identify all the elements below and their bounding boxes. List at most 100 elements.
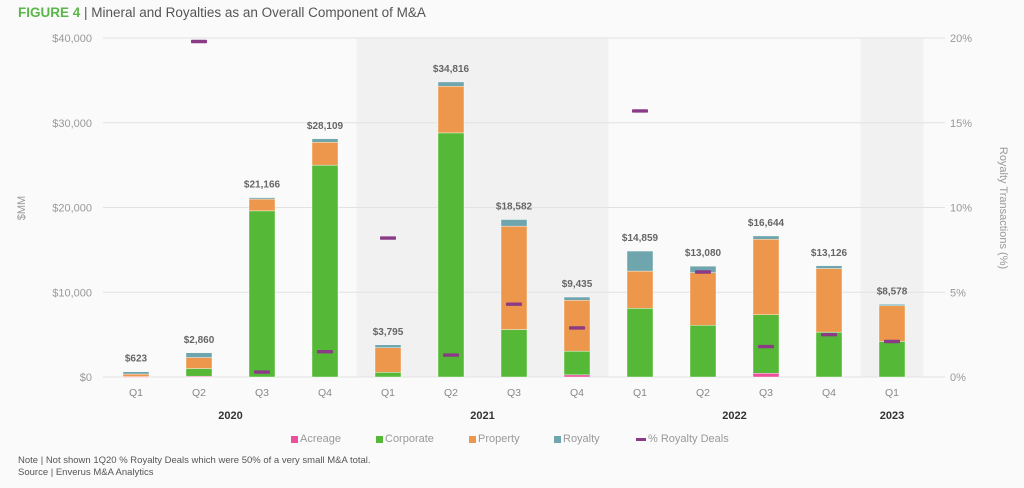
y-tick-label: $20,000 — [52, 203, 92, 215]
bar-segment-corporate — [248, 210, 276, 378]
bar-stack — [752, 235, 780, 378]
bar-stack — [374, 344, 402, 378]
y-tick-label: $10,000 — [52, 287, 92, 299]
bar-segment-acreage — [563, 374, 591, 378]
title-separator: | — [80, 5, 92, 20]
year-label: 2020 — [218, 410, 242, 422]
bar-segment-property — [752, 239, 780, 315]
y-tick-label: $30,000 — [52, 118, 92, 130]
bar-segment-royalty — [752, 235, 780, 240]
bar-segment-property — [500, 225, 528, 330]
total-labels: $623 $2,860 $21,166 $28,109 $3,795 $34,816 $18… — [125, 64, 908, 365]
total-label: $8,578 — [877, 286, 908, 297]
bar-segment-corporate — [311, 164, 339, 378]
x-tick-label: Q1 — [129, 387, 143, 399]
figure-label: FIGURE 4 — [18, 5, 81, 20]
title-text: Mineral and Royalties as an Overall Comp… — [91, 5, 426, 20]
bar-segment-property — [311, 142, 339, 166]
y2-tick-label: 10% — [950, 203, 972, 215]
total-label: $9,435 — [562, 279, 593, 290]
legend-item: Corporate — [376, 433, 434, 445]
royalty-pct-marker — [632, 109, 648, 113]
bars — [122, 81, 906, 378]
bar-segment-royalty — [878, 304, 906, 307]
royalty-pct-marker — [821, 333, 837, 337]
y2-tick-label: 5% — [950, 287, 966, 299]
bar-stack — [626, 250, 654, 378]
bar-segment-royalty — [626, 250, 654, 272]
x-tick-label: Q1 — [885, 387, 899, 399]
bar-segment-corporate — [185, 368, 213, 377]
x-tick-label: Q2 — [192, 387, 206, 399]
bar-stack — [689, 265, 717, 378]
bar-segment-royalty — [185, 352, 213, 358]
total-label: $28,109 — [307, 121, 344, 132]
bar-stack — [248, 197, 276, 378]
bar-segment-property — [626, 270, 654, 309]
legend-item: Property — [469, 433, 520, 445]
bar-segment-property — [185, 357, 213, 369]
total-label: $13,080 — [685, 248, 722, 259]
y2-tick-label: 20% — [950, 33, 972, 45]
total-label: $3,795 — [373, 327, 404, 338]
year-label: 2021 — [470, 410, 494, 422]
bar-segment-property — [689, 272, 717, 326]
chart-title: FIGURE 4 | Mineral and Royalties as an O… — [18, 5, 426, 20]
bar-segment-corporate — [500, 329, 528, 378]
y2-axis-title: Royalty Transactions (%) — [997, 147, 1009, 269]
y-axis-left: $0 $10,000 $20,000 $30,000 $40,000 — [52, 33, 92, 384]
legend-label: Property — [478, 433, 520, 445]
legend-swatch — [636, 437, 646, 441]
bar-stack — [500, 219, 528, 378]
total-label: $18,582 — [496, 202, 533, 213]
year-label: 2022 — [722, 410, 746, 422]
bar-segment-corporate — [374, 372, 402, 378]
bar-segment-corporate — [689, 325, 717, 378]
bar-segment-royalty — [563, 296, 591, 301]
footnote: Note | Not shown 1Q20 % Royalty Deals wh… — [18, 455, 371, 479]
bar-segment-corporate — [878, 341, 906, 378]
x-tick-label: Q3 — [507, 387, 521, 399]
total-label: $2,860 — [184, 335, 215, 346]
bar-stack — [563, 296, 591, 378]
legend-item: Acreage — [291, 433, 341, 445]
bar-segment-corporate — [815, 331, 843, 378]
royalty-pct-marker — [569, 326, 585, 330]
bar-segment-property — [878, 305, 906, 342]
total-label: $13,126 — [811, 248, 848, 259]
y-axis-title: $MM — [16, 196, 28, 220]
x-tick-label: Q2 — [696, 387, 710, 399]
x-tick-label: Q2 — [444, 387, 458, 399]
x-tick-label: Q3 — [255, 387, 269, 399]
year-label: 2023 — [880, 410, 904, 422]
bar-stack — [122, 371, 150, 378]
y-axis-right: 0% 5% 10% 15% 20% — [950, 33, 972, 384]
legend-label: Corporate — [385, 433, 434, 445]
royalty-pct-markers — [191, 39, 900, 374]
bar-segment-corporate — [752, 314, 780, 374]
bar-segment-property — [437, 86, 465, 134]
note-text: Note | Not shown 1Q20 % Royalty Deals wh… — [18, 455, 371, 466]
bar-segment-royalty — [248, 197, 276, 200]
bar-segment-royalty — [311, 138, 339, 143]
bar-segment-royalty — [374, 344, 402, 348]
total-label: $34,816 — [433, 64, 470, 75]
bar-segment-royalty — [122, 371, 150, 375]
bar-segment-acreage — [752, 372, 780, 378]
y-tick-label: $0 — [80, 372, 92, 384]
bar-segment-property — [248, 198, 276, 212]
bar-segment-property — [563, 300, 591, 352]
legend-item: % Royalty Deals — [636, 433, 729, 445]
legend-label: Acreage — [300, 433, 341, 445]
royalty-pct-marker — [884, 339, 900, 344]
bar-segment-royalty — [815, 265, 843, 269]
royalty-pct-marker — [317, 349, 333, 354]
bar-segment-corporate — [437, 132, 465, 378]
legend-swatch — [469, 435, 476, 443]
legend-label: % Royalty Deals — [648, 433, 729, 445]
total-label: $14,859 — [622, 233, 659, 244]
bar-stack — [878, 304, 906, 378]
bar-segment-corporate — [563, 350, 591, 376]
y-tick-label: $40,000 — [52, 33, 92, 45]
